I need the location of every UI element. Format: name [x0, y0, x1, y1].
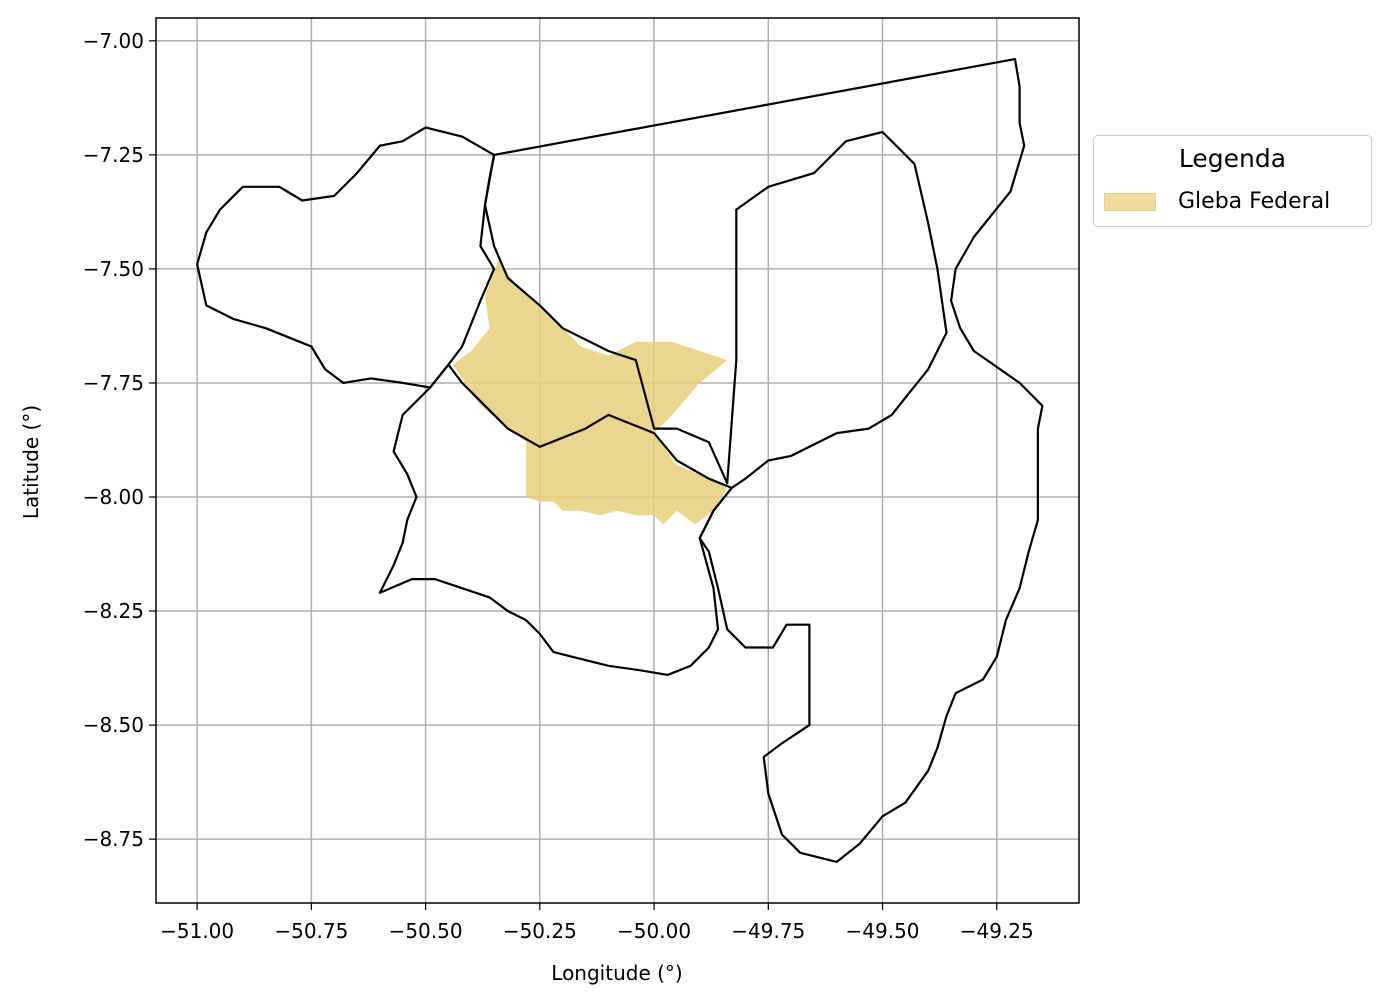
y-tick-label: −8.25 [83, 599, 144, 623]
boundary-polygon [196, 126, 496, 389]
x-tick-label: −49.75 [731, 919, 805, 943]
x-tick-label: −51.00 [160, 919, 234, 943]
x-tick-label: −50.75 [274, 919, 348, 943]
y-tick-label: −7.50 [83, 257, 144, 281]
y-tick-label: −7.25 [83, 143, 144, 167]
gleba-federal-polygon [453, 259, 728, 525]
x-axis-ticks: −51.00 −50.75 −50.50 −50.25 −50.00 −49.75 −49.… [160, 903, 1034, 943]
municipal-boundaries [196, 58, 1044, 863]
legend-swatch-gleba [1104, 193, 1156, 211]
y-axis-title: Latitude (°) [19, 405, 43, 519]
y-tick-label: −8.50 [83, 713, 144, 737]
gleba-federal-area [453, 259, 728, 525]
y-tick-label: −7.75 [83, 371, 144, 395]
x-tick-label: −50.25 [503, 919, 577, 943]
x-tick-label: −49.50 [846, 919, 920, 943]
legend: Legenda Gleba Federal [1093, 135, 1372, 227]
boundary-polygon [378, 363, 733, 676]
x-axis-title: Longitude (°) [551, 961, 682, 985]
y-axis-ticks: −7.00 −7.25 −7.50 −7.75 −8.00 −8.25 −8.50 −8.75 [83, 29, 156, 851]
y-tick-label: −7.00 [83, 29, 144, 53]
plot-frame [155, 17, 1080, 904]
boundary-polygon [483, 58, 1044, 863]
x-tick-label: −50.50 [389, 919, 463, 943]
legend-label-gleba: Gleba Federal [1178, 189, 1331, 214]
x-tick-label: −49.25 [960, 919, 1034, 943]
y-tick-label: −8.75 [83, 827, 144, 851]
legend-title: Legenda [1178, 144, 1287, 173]
y-tick-label: −8.00 [83, 485, 144, 509]
x-tick-label: −50.00 [617, 919, 691, 943]
